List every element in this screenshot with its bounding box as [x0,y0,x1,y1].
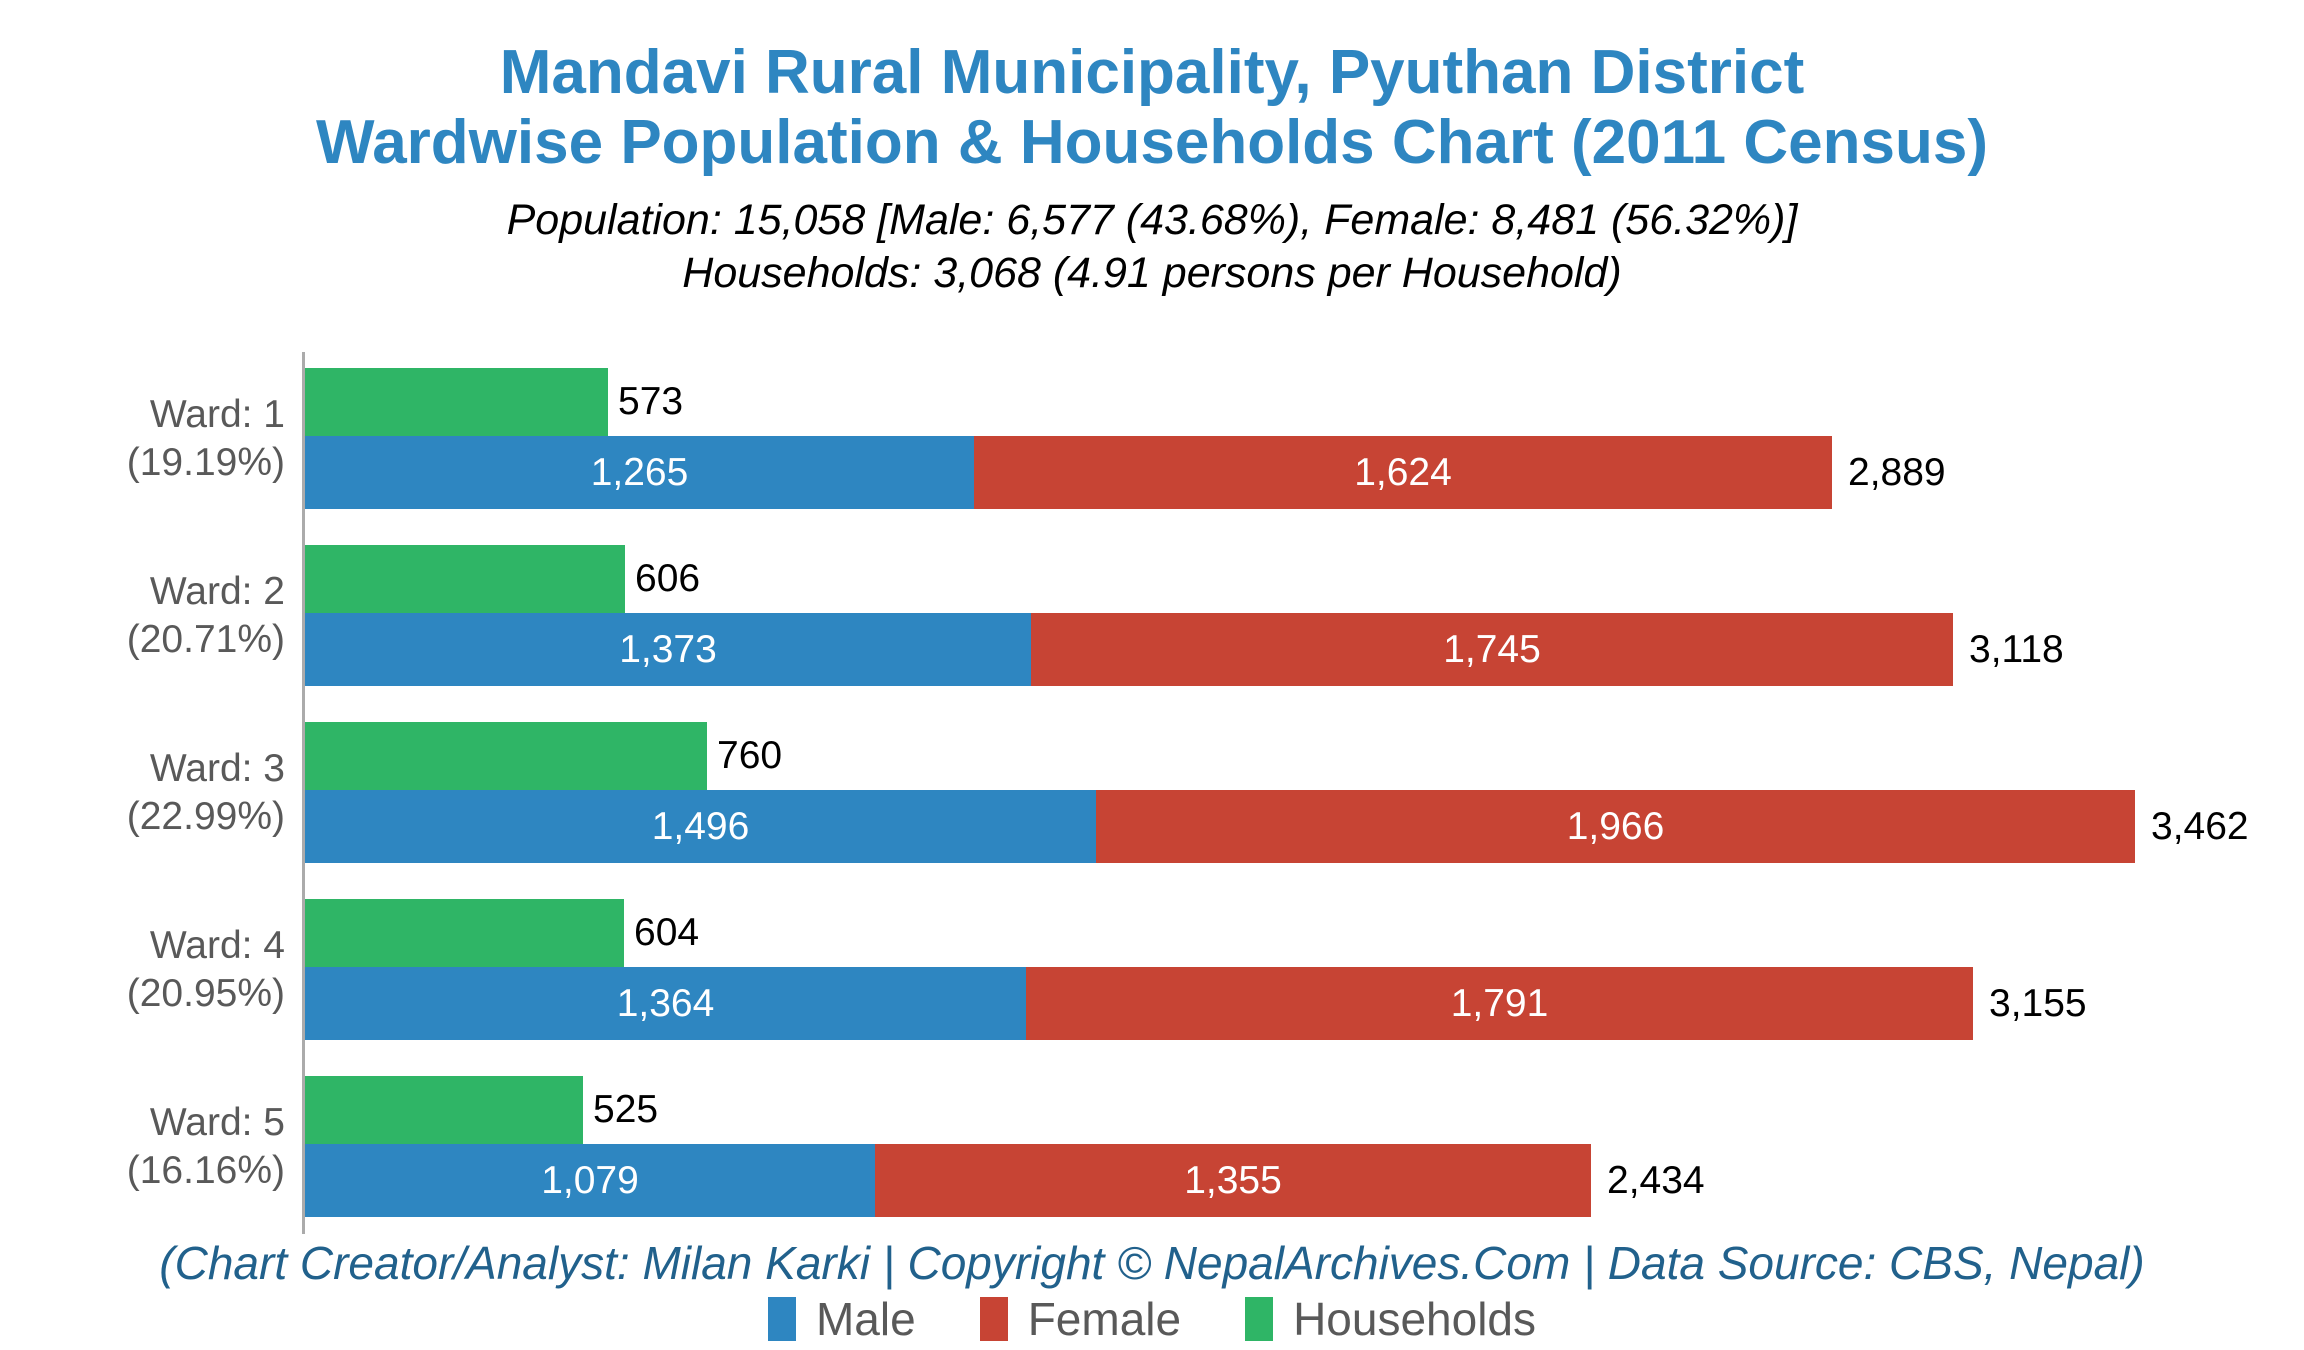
households-value-label: 606 [635,557,701,600]
legend-label: Households [1293,1293,1537,1345]
chart-subtitle: Population: 15,058 [Male: 6,577 (43.68%)… [0,194,2304,300]
male-bar-segment: 1,496 [305,790,1096,863]
legend-item-female: Female [979,1292,1182,1346]
male-bar-segment: 1,373 [305,613,1031,686]
chart-subtitle-line1: Population: 15,058 [Male: 6,577 (43.68%)… [506,196,1798,244]
female-bar-segment: 1,745 [1031,613,1953,686]
chart-title-line2: Wardwise Population & Households Chart (… [315,108,1988,177]
households-value-label: 573 [618,380,684,423]
households-bar [305,1076,583,1144]
households-value-label: 604 [634,911,700,954]
female-value-label: 1,624 [1354,450,1452,494]
ward-row-2: Ward: 2 (20.71%) 606 1,373 1,745 3,118 [127,545,2304,686]
female-bar-segment: 1,791 [1026,967,1973,1040]
total-value-label: 2,889 [1848,450,1946,494]
ward-axis-label: Ward: 4 (20.95%) [126,923,285,1015]
ward-axis-label: Ward: 5 (16.16%) [126,1100,285,1192]
bar-rows-container: Ward: 1 (19.19%) 573 1,265 1,624 2,889 Ward: 2… [127,352,2304,1217]
female-bar-segment: 1,624 [974,436,1832,509]
male-value-label: 1,496 [651,804,750,848]
total-value-label: 3,155 [1989,981,2087,1025]
male-bar-segment: 1,265 [305,436,974,509]
total-value-label: 3,462 [2151,804,2249,848]
male-value-label: 1,265 [590,450,689,494]
chart-title: Mandavi Rural Municipality, Pyuthan Dist… [0,0,2304,178]
female-value-label: 1,745 [1443,627,1541,671]
legend-label: Male [815,1293,916,1345]
legend-swatch-male [767,1297,796,1341]
chart-footer-credit: (Chart Creator/Analyst: Milan Karki | Co… [159,1237,2145,1289]
ward-row-4: Ward: 4 (20.95%) 604 1,364 1,791 3,155 [127,899,2304,1040]
total-value-label: 3,118 [1969,627,2064,671]
households-value-label: 760 [717,734,783,777]
female-value-label: 1,791 [1450,981,1549,1025]
households-bar [305,722,707,790]
male-value-label: 1,373 [619,627,717,671]
households-value-label: 525 [593,1088,659,1131]
households-bar [305,545,625,613]
ward-row-1: Ward: 1 (19.19%) 573 1,265 1,624 2,889 [127,368,2304,509]
households-bar [305,368,608,436]
households-bar [305,899,624,967]
male-bar-segment: 1,364 [305,967,1026,1040]
legend-swatch-households [1245,1297,1274,1341]
ward-axis-label: Ward: 1 (19.19%) [126,392,285,484]
legend-swatch-female [979,1297,1008,1341]
male-bar-segment: 1,079 [305,1144,875,1217]
chart-plot-area: Ward: 1 (19.19%) 573 1,265 1,624 2,889 Ward: 2… [0,352,2304,1253]
y-axis-line [302,352,305,1234]
chart-title-line1: Mandavi Rural Municipality, Pyuthan Dist… [499,38,1805,107]
chart-subtitle-line2: Households: 3,068 (4.91 persons per Hous… [682,249,1622,297]
legend-item-households: Households [1245,1292,1536,1346]
female-bar-segment: 1,355 [875,1144,1591,1217]
female-value-label: 1,355 [1184,1158,1282,1202]
ward-axis-label: Ward: 2 (20.71%) [126,569,285,661]
female-value-label: 1,966 [1566,804,1665,848]
male-value-label: 1,079 [541,1158,639,1202]
total-value-label: 2,434 [1607,1158,1705,1202]
legend-label: Female [1027,1293,1182,1345]
male-value-label: 1,364 [616,981,715,1025]
ward-axis-label: Ward: 3 (22.99%) [126,746,285,838]
ward-row-5: Ward: 5 (16.16%) 525 1,079 1,355 2,434 [127,1076,2304,1217]
legend-item-male: Male [767,1292,916,1346]
ward-row-3: Ward: 3 (22.99%) 760 1,496 1,966 3,462 [127,722,2304,863]
female-bar-segment: 1,966 [1096,790,2135,863]
chart-legend: Male Female Households [0,1292,2304,1346]
